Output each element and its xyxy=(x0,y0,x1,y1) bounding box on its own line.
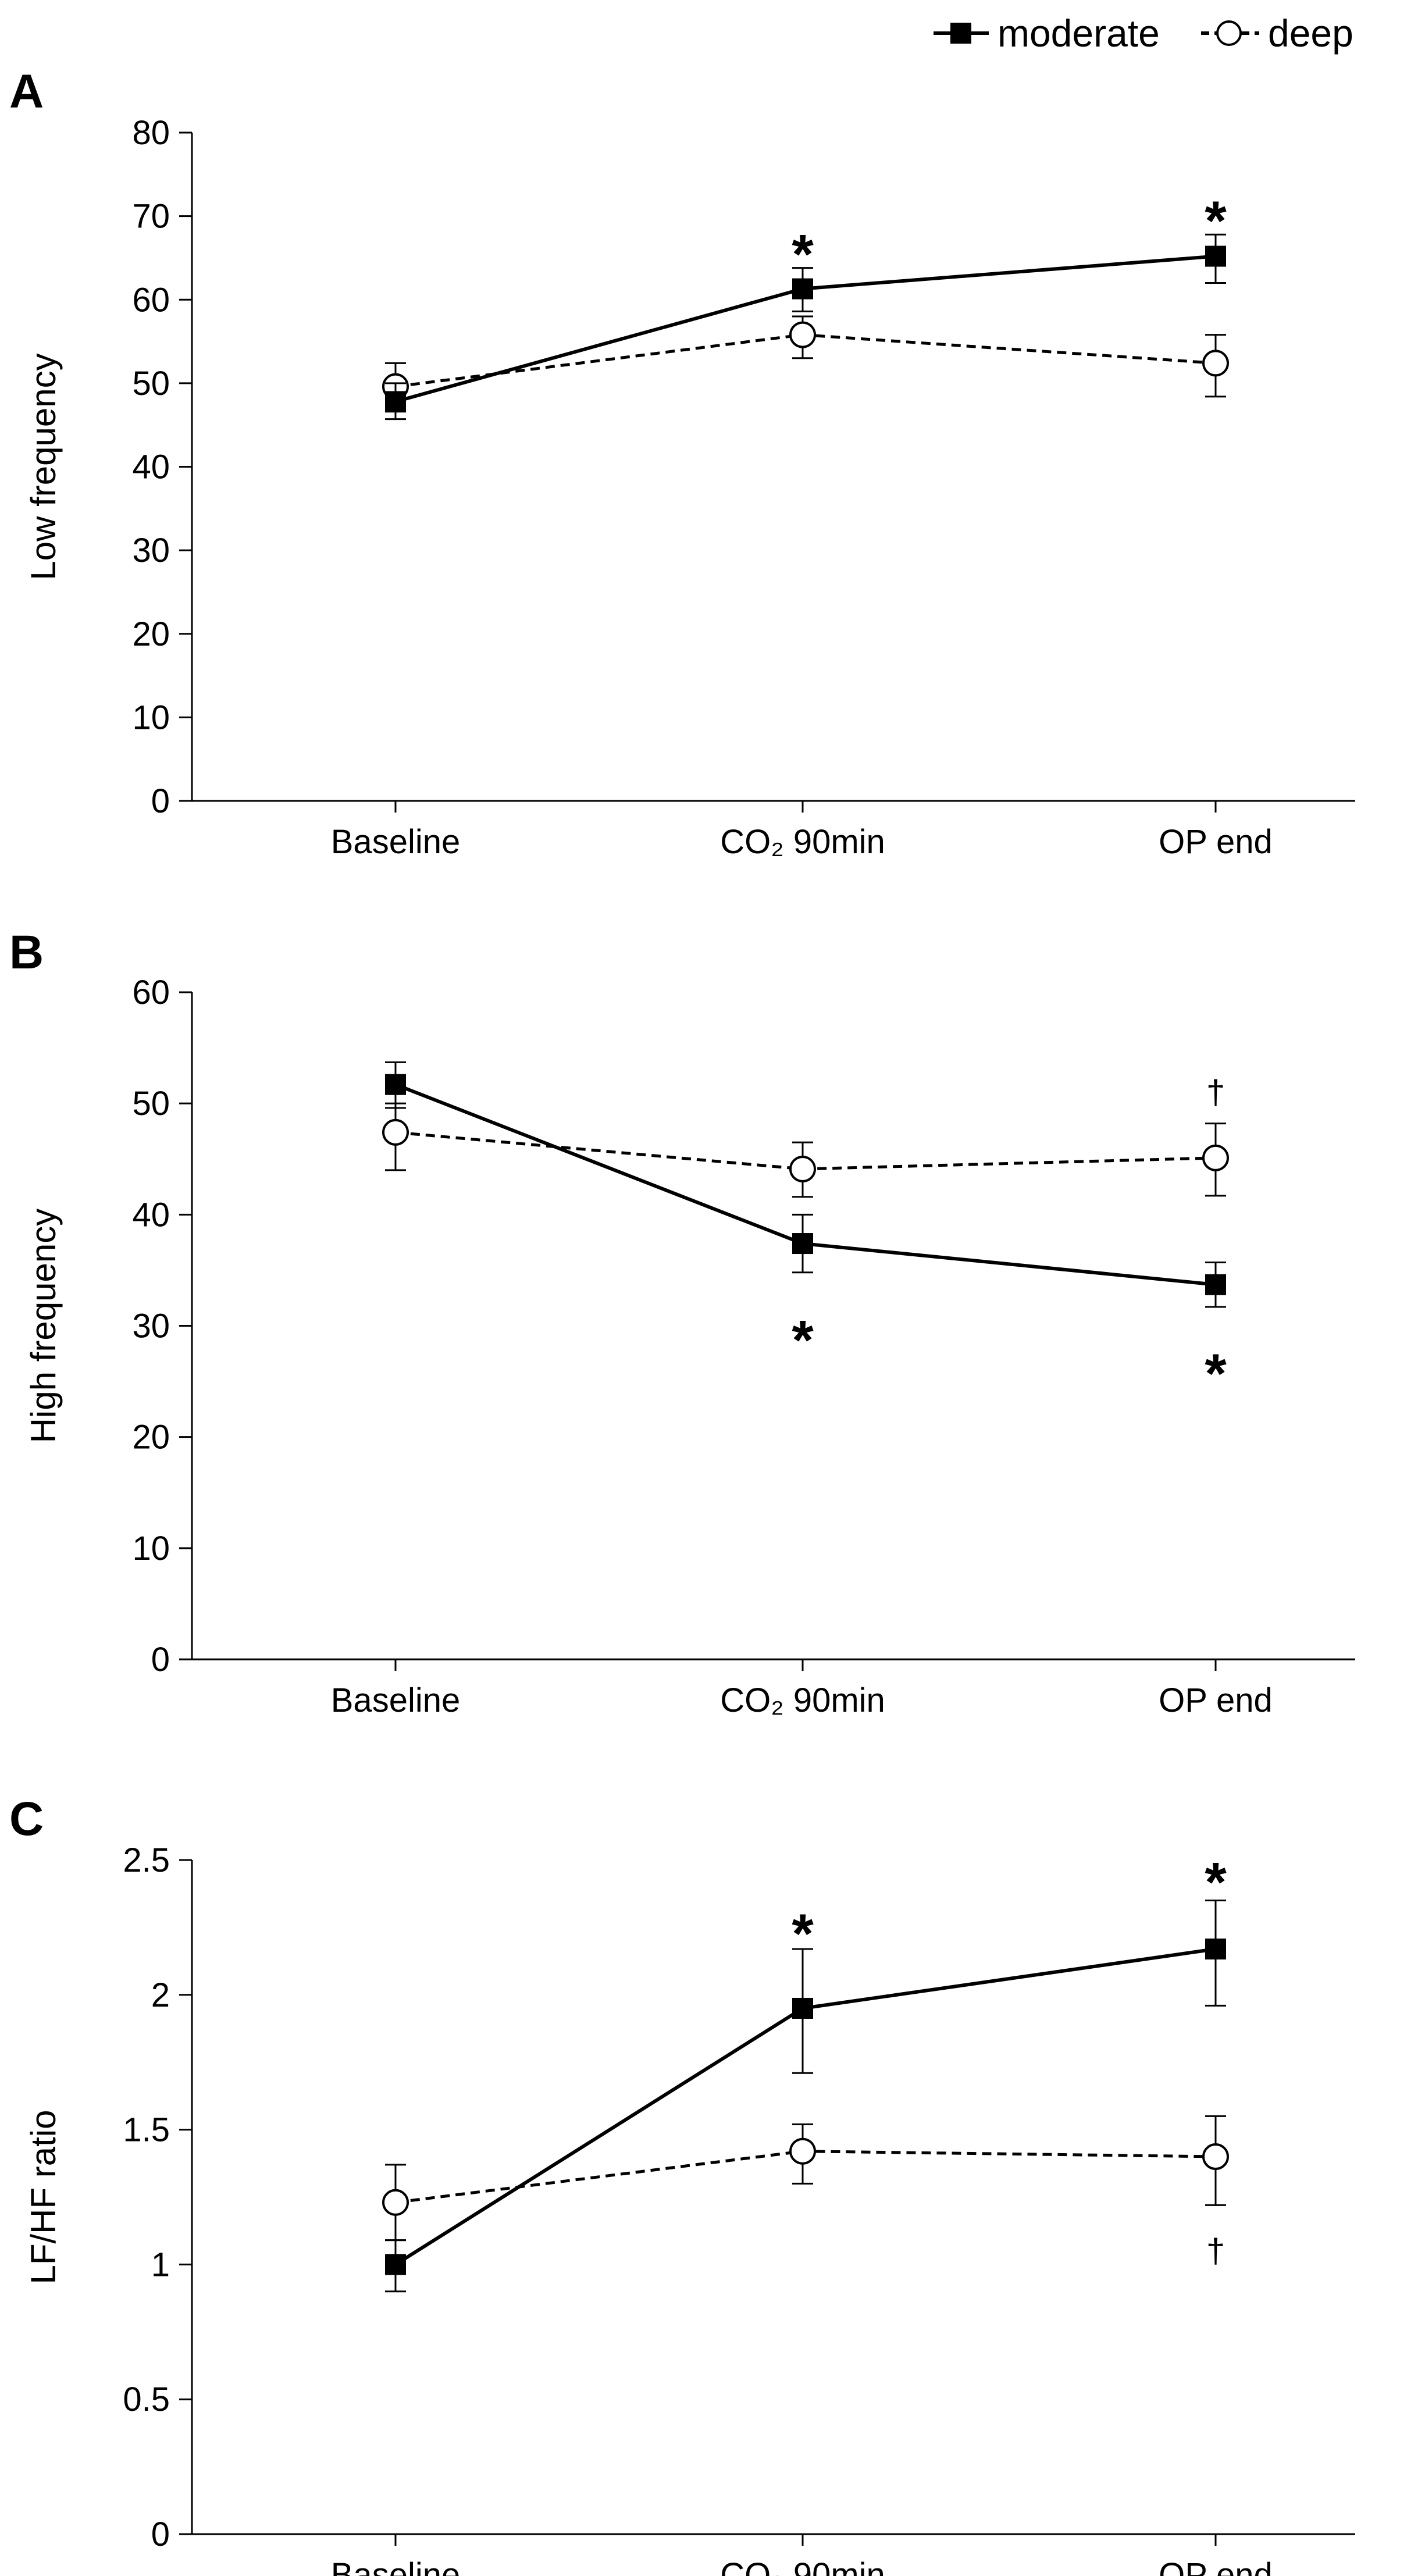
panel-a-y-tick-label: 50 xyxy=(132,365,170,402)
panel-c-series-deep-point-op-end xyxy=(1202,2143,1229,2170)
panel-b-series-moderate xyxy=(385,1061,1226,1308)
panel-a-series-moderate xyxy=(385,233,1226,421)
panel-c-y-axis-label: LF/HF ratio xyxy=(24,2110,63,2284)
panel-b-x-tick-label-co-90min: CO₂ 90min xyxy=(720,1681,885,1719)
panel-a-x-tick-label-baseline: Baseline xyxy=(331,823,460,861)
panel-a-significance-star: * xyxy=(1205,190,1227,252)
panel-a: A 0 10 20 30 40 50 60 70 80 Low frequency Baseline C… xyxy=(9,65,1355,861)
panel-a-letter: A xyxy=(9,65,44,118)
panel-a-x-tick-label-op-end: OP end xyxy=(1159,823,1273,861)
panel-c-significance-dagger: † xyxy=(1206,2232,1225,2270)
panel-b-y-tick-label: 50 xyxy=(132,1085,170,1123)
legend: moderate deep xyxy=(934,12,1353,55)
panel-a-y-tick-label: 10 xyxy=(132,699,170,736)
panel-a-x-tick-label-co-90min: CO₂ 90min xyxy=(720,823,885,861)
legend-moderate-label: moderate xyxy=(998,12,1160,55)
panel-a-y-axis-label: Low frequency xyxy=(24,353,63,580)
panel-a-significance-star: * xyxy=(792,223,814,286)
panel-a-y-tick-label: 0 xyxy=(151,782,170,820)
panel-a-series-deep-point-op-end xyxy=(1202,350,1229,377)
panel-a-y-tick-label: 40 xyxy=(132,448,170,486)
panel-b-series-deep-point-op-end xyxy=(1202,1144,1229,1171)
panel-b-y-tick-label: 60 xyxy=(132,974,170,1011)
legend-moderate-marker xyxy=(950,23,971,44)
panel-b-significance-star: * xyxy=(1205,1342,1227,1405)
panel-b-series-deep-point-baseline xyxy=(382,1118,409,1146)
panel-c-y-tick-label: 2 xyxy=(151,1976,170,2014)
panel-b-y-tick-label: 0 xyxy=(151,1641,170,1679)
panel-c-y-tick-label: 0.5 xyxy=(123,2381,170,2418)
panel-c-series-deep xyxy=(382,2115,1229,2242)
panel-c-series-moderate-point-co-90min xyxy=(792,1997,813,2019)
panel-c-y-tick-label: 1 xyxy=(151,2246,170,2283)
panel-c-series-moderate-point-op-end xyxy=(1205,1938,1226,1959)
panel-c-x-tick-label-baseline: Baseline xyxy=(331,2556,460,2576)
panel-a-series-moderate-point-co-90min xyxy=(792,278,813,300)
panel-a-y-tick-label: 80 xyxy=(132,114,170,152)
panel-b-y-tick-label: 30 xyxy=(132,1307,170,1345)
panel-a-y-tick-label: 20 xyxy=(132,615,170,653)
panel-c-letter: C xyxy=(9,1793,44,1845)
panel-a-y-tick-label: 60 xyxy=(132,281,170,319)
panel-a-series-moderate-point-op-end xyxy=(1205,245,1226,267)
legend-deep-label: deep xyxy=(1268,12,1353,55)
panel-b-series-deep xyxy=(382,1102,1229,1198)
panel-c-series-moderate xyxy=(385,1900,1226,2293)
panel-b-significance-star: * xyxy=(792,1309,814,1371)
panel-b-y-axis-label: High frequency xyxy=(24,1209,63,1444)
panel-b-series-moderate-point-co-90min xyxy=(792,1233,813,1255)
panel-c-y-tick-label: 1.5 xyxy=(123,2111,170,2149)
panel-c-series-moderate-point-baseline xyxy=(385,2254,406,2275)
panel-c-significance-star: * xyxy=(1205,1851,1227,1914)
panel-b-x-tick-label-op-end: OP end xyxy=(1159,1681,1273,1719)
panel-c-x-tick-label-op-end: OP end xyxy=(1159,2556,1273,2576)
panel-b-significance-dagger: † xyxy=(1206,1074,1225,1111)
panel-b: B 0 10 20 30 40 50 60 High frequency Baseline CO₂ … xyxy=(9,926,1355,1719)
panel-b-y-tick-label: 10 xyxy=(132,1530,170,1567)
panel-a-series-moderate-point-baseline xyxy=(385,391,406,412)
panel-b-series-moderate-point-baseline xyxy=(385,1074,406,1095)
panel-c-significance-star: * xyxy=(792,1902,814,1965)
panel-a-series-deep-point-co-90min xyxy=(789,321,816,348)
panel-a-y-tick-label: 70 xyxy=(132,198,170,236)
panel-c-series-deep-point-baseline xyxy=(382,2189,409,2216)
panel-c-x-tick-label-co-90min: CO₂ 90min xyxy=(720,2556,885,2576)
panel-b-series-deep-point-co-90min xyxy=(789,1155,816,1182)
panel-c-y-tick-label: 0 xyxy=(151,2516,170,2553)
panel-c: C 0 0.5 1 1.5 2 2.5 LF/HF ratio Baseline CO₂ 90mi… xyxy=(9,1793,1355,2576)
legend-deep-marker xyxy=(1216,20,1242,46)
panel-b-letter: B xyxy=(9,926,44,979)
panel-a-y-tick-label: 30 xyxy=(132,532,170,569)
panel-b-y-tick-label: 20 xyxy=(132,1419,170,1456)
panel-c-series-deep-point-co-90min xyxy=(789,2137,816,2165)
panel-b-y-tick-label: 40 xyxy=(132,1196,170,1234)
panel-b-x-tick-label-baseline: Baseline xyxy=(331,1681,460,1719)
panel-b-series-moderate-point-op-end xyxy=(1205,1274,1226,1295)
panel-c-y-tick-label: 2.5 xyxy=(123,1841,170,1879)
